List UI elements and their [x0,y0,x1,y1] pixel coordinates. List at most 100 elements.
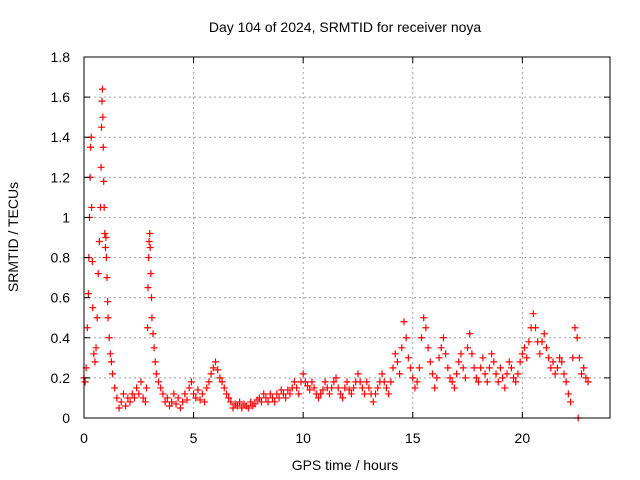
data-point [146,229,154,237]
data-point [130,394,138,402]
data-point [128,390,136,398]
data-point [571,324,579,332]
data-point [404,354,412,362]
data-point [350,384,358,392]
data-point [88,258,96,266]
data-point [161,398,169,406]
data-point [564,390,572,398]
data-point [282,394,290,402]
data-point [174,394,182,402]
data-point [389,364,397,372]
data-point [229,404,237,412]
data-point [374,384,382,392]
data-point [485,364,493,372]
data-point [315,394,323,402]
data-point [422,324,430,332]
data-point [301,378,309,386]
data-point [553,364,561,372]
data-point [293,384,301,392]
data-point [518,350,526,358]
data-point [108,370,116,378]
data-point [260,390,268,398]
data-point [499,374,507,382]
y-tick-label: 0 [62,410,70,426]
data-point [334,384,342,392]
data-point [222,390,230,398]
data-point [148,314,156,322]
x-tick-label: 5 [190,430,198,446]
y-tick-label: 1.6 [51,89,71,105]
data-point [147,270,155,278]
data-point [255,394,263,402]
data-point [488,350,496,358]
data-point [385,390,393,398]
data-point [332,374,340,382]
data-point [295,390,303,398]
data-point [481,370,489,378]
data-point [155,378,163,386]
data-point [88,203,96,211]
data-point [247,398,255,406]
data-point [547,364,555,372]
x-axis-ticks: 0 5 10 15 20 [80,57,530,446]
data-point [382,384,390,392]
data-point [187,378,195,386]
data-point [98,85,106,93]
data-point [148,294,156,302]
data-point [391,350,399,358]
data-point [428,370,436,378]
data-point [93,314,101,322]
data-point [556,354,564,362]
data-point [190,390,198,398]
data-point [145,238,153,246]
data-point [104,298,112,306]
data-point [216,374,224,382]
data-point [146,244,154,252]
data-point [393,358,401,366]
data-point [378,370,386,378]
data-point [560,370,568,378]
data-point [183,396,191,404]
data-point [529,310,537,318]
data-point [540,330,548,338]
data-point [558,358,566,366]
data-point [152,370,160,378]
data-point [89,304,97,312]
data-point [194,386,202,394]
data-point [409,374,417,382]
data-point [168,398,176,406]
data-point [356,378,364,386]
data-point [569,354,577,362]
data-point [117,398,125,406]
data-point [512,378,520,386]
data-point [496,364,504,372]
data-point [446,374,454,382]
data-point [510,374,518,382]
data-point [205,378,213,386]
data-point [567,398,575,406]
data-point [144,324,152,332]
data-point [424,344,432,352]
y-tick-label: 1.2 [51,169,71,185]
data-point [113,394,121,402]
data-point [435,354,443,362]
plot-frame [83,56,611,419]
data-point [492,370,500,378]
data-point [176,404,184,412]
data-point [501,384,509,392]
data-point [83,324,91,332]
data-point [525,338,533,346]
data-point [115,404,123,412]
data-point [477,364,485,372]
data-point [103,274,111,282]
data-point [369,398,377,406]
data-point [341,384,349,392]
data-point [580,364,588,372]
data-point [251,400,259,408]
data-point [119,390,127,398]
data-point [102,234,110,241]
data-point [145,254,153,262]
data-point [459,364,467,372]
data-point [107,358,115,366]
data-point [214,366,222,374]
